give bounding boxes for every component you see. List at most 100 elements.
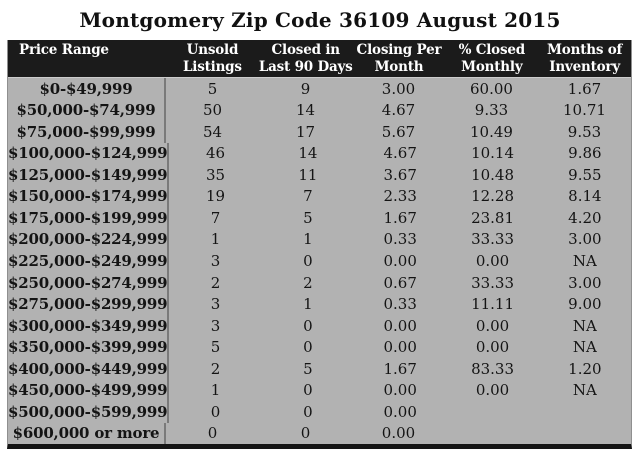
value-cell: 1.67 <box>383 208 417 227</box>
value-cell: 7 <box>303 187 313 206</box>
value-cell: 4.67 <box>383 144 417 163</box>
value-cell: 5 <box>207 79 218 98</box>
value-cell: 2 <box>210 273 221 292</box>
price-range-cell: $150,000-$174,999 <box>8 185 170 208</box>
value-cell: 9.33 <box>474 101 509 120</box>
table-row: $175,000-$199,999 7 5 1.67 23.81 4.20 <box>8 207 631 229</box>
value-cell: 1 <box>210 230 221 249</box>
value-cell: 0.00 <box>383 381 417 400</box>
value-cell: 9.55 <box>568 165 602 184</box>
price-range-cell: $50,000-$74,999 <box>8 99 166 122</box>
inventory-table: Price Range Unsold Listings Closed in La… <box>7 40 632 449</box>
table-row: $400,000-$449,999 2 5 1.67 83.33 1.20 <box>8 357 631 380</box>
value-cell: 7 <box>210 208 221 227</box>
value-cell: 4.67 <box>381 101 416 120</box>
header-cell-unsold-listings: Unsold Listings <box>182 42 242 75</box>
table-row: $75,000-$99,999 54 17 5.67 10.49 9.53 <box>8 121 631 143</box>
value-cell: 10.71 <box>563 101 606 120</box>
value-cell: 0.00 <box>383 402 417 421</box>
price-range-cell: $75,000-$99,999 <box>8 121 166 143</box>
value-cell: 0 <box>303 338 313 357</box>
value-cell: 1 <box>210 381 221 400</box>
value-cell: 33.33 <box>471 273 515 292</box>
value-cell: 12.28 <box>471 187 515 206</box>
value-cell <box>446 401 538 423</box>
price-range-cell: $100,000-$124,999 <box>8 142 170 165</box>
value-cell <box>445 423 538 445</box>
price-range-cell: $175,000-$199,999 <box>8 207 170 229</box>
value-cell: 50 <box>202 101 223 120</box>
table-row: $500,000-$599,999 0 0 0.00 <box>8 400 631 423</box>
page-title: Montgomery Zip Code 36109 August 2015 <box>79 8 561 32</box>
table-row: $225,000-$249,999 3 0 0.00 0.00 NA <box>8 250 631 272</box>
table-row: $125,000-$149,999 35 11 3.67 10.48 9.55 <box>8 164 631 186</box>
value-cell: 9.86 <box>568 144 602 163</box>
value-cell: 0.00 <box>383 338 417 357</box>
value-cell: 0 <box>303 402 313 421</box>
table-header-row: Price Range Unsold Listings Closed in La… <box>8 40 631 77</box>
value-cell: 14 <box>295 101 316 120</box>
table-row: $250,000-$274,999 2 2 0.67 33.33 3.00 <box>8 271 631 294</box>
value-cell: 10.49 <box>470 122 513 141</box>
value-cell: 0.00 <box>475 252 510 271</box>
header-cell-price-range: Price Range <box>19 42 109 58</box>
value-cell: 3.00 <box>381 79 416 98</box>
value-cell: 0 <box>303 252 313 271</box>
value-cell: 10.14 <box>471 144 515 163</box>
value-cell: 5 <box>303 359 313 378</box>
price-range-cell: $400,000-$449,999 <box>8 357 170 380</box>
value-cell: 2 <box>303 273 313 292</box>
value-cell: 1 <box>303 230 313 249</box>
value-cell: 11 <box>298 165 318 184</box>
value-cell: 0.33 <box>383 295 417 314</box>
value-cell: 0 <box>207 424 218 443</box>
value-cell: 1.67 <box>383 359 417 378</box>
table-body: $0-$49,999 5 9 3.00 60.00 1.67 $50,000-$74,999… <box>8 77 631 445</box>
value-cell: 0 <box>303 316 313 335</box>
value-cell: 0.00 <box>475 381 510 400</box>
value-cell: NA <box>572 252 597 271</box>
value-cell: 0.33 <box>383 230 417 249</box>
price-range-cell: $450,000-$499,999 <box>8 379 170 401</box>
table-row: $300,000-$349,999 3 0 0.00 0.00 NA <box>8 314 631 337</box>
value-cell: 3.67 <box>383 165 417 184</box>
table-row: $275,000-$299,999 3 1 0.33 11.11 9.00 <box>8 293 631 315</box>
value-cell: 0.00 <box>475 316 510 335</box>
value-cell: 10.48 <box>471 165 515 184</box>
table-row: $200,000-$224,999 1 1 0.33 33.33 3.00 <box>8 228 631 251</box>
header-cell-closing-per-month: Closing Per Month <box>356 42 442 75</box>
table-row: $0-$49,999 5 9 3.00 60.00 1.67 <box>8 78 631 100</box>
value-cell: 3.00 <box>568 230 602 249</box>
value-cell: 17 <box>295 122 316 141</box>
table-row: $350,000-$399,999 5 0 0.00 0.00 NA <box>8 336 631 358</box>
value-cell: 8.14 <box>568 187 602 206</box>
value-cell: 11.11 <box>471 295 515 314</box>
price-range-cell: $300,000-$349,999 <box>8 314 170 337</box>
value-cell: 0.00 <box>475 338 510 357</box>
price-range-cell: $250,000-$274,999 <box>8 271 170 294</box>
value-cell: 1.20 <box>568 359 602 378</box>
value-cell: 0.00 <box>381 424 416 443</box>
price-range-cell: $350,000-$399,999 <box>8 336 170 358</box>
value-cell: 0 <box>303 381 313 400</box>
value-cell: NA <box>572 338 597 357</box>
value-cell: 3 <box>210 252 221 271</box>
table-row: $450,000-$499,999 1 0 0.00 0.00 NA <box>8 379 631 401</box>
header-cell-months-of-inventory: Months of Inventory <box>547 42 623 75</box>
value-cell <box>539 401 631 423</box>
value-cell: 54 <box>202 122 223 141</box>
value-cell: 1 <box>303 295 313 314</box>
value-cell: 9.00 <box>568 295 602 314</box>
value-cell: 23.81 <box>471 208 515 227</box>
value-cell: 5.67 <box>381 122 416 141</box>
value-cell: 9.53 <box>567 122 602 141</box>
value-cell: NA <box>572 316 597 335</box>
value-cell: 46 <box>206 144 226 163</box>
table-row: $100,000-$124,999 46 14 4.67 10.14 9.86 <box>8 142 631 165</box>
value-cell: 19 <box>206 187 226 206</box>
table-row: $50,000-$74,999 50 14 4.67 9.33 10.71 <box>8 99 631 122</box>
value-cell: 2 <box>210 359 221 378</box>
value-cell: 60.00 <box>470 79 513 98</box>
value-cell: 83.33 <box>471 359 515 378</box>
